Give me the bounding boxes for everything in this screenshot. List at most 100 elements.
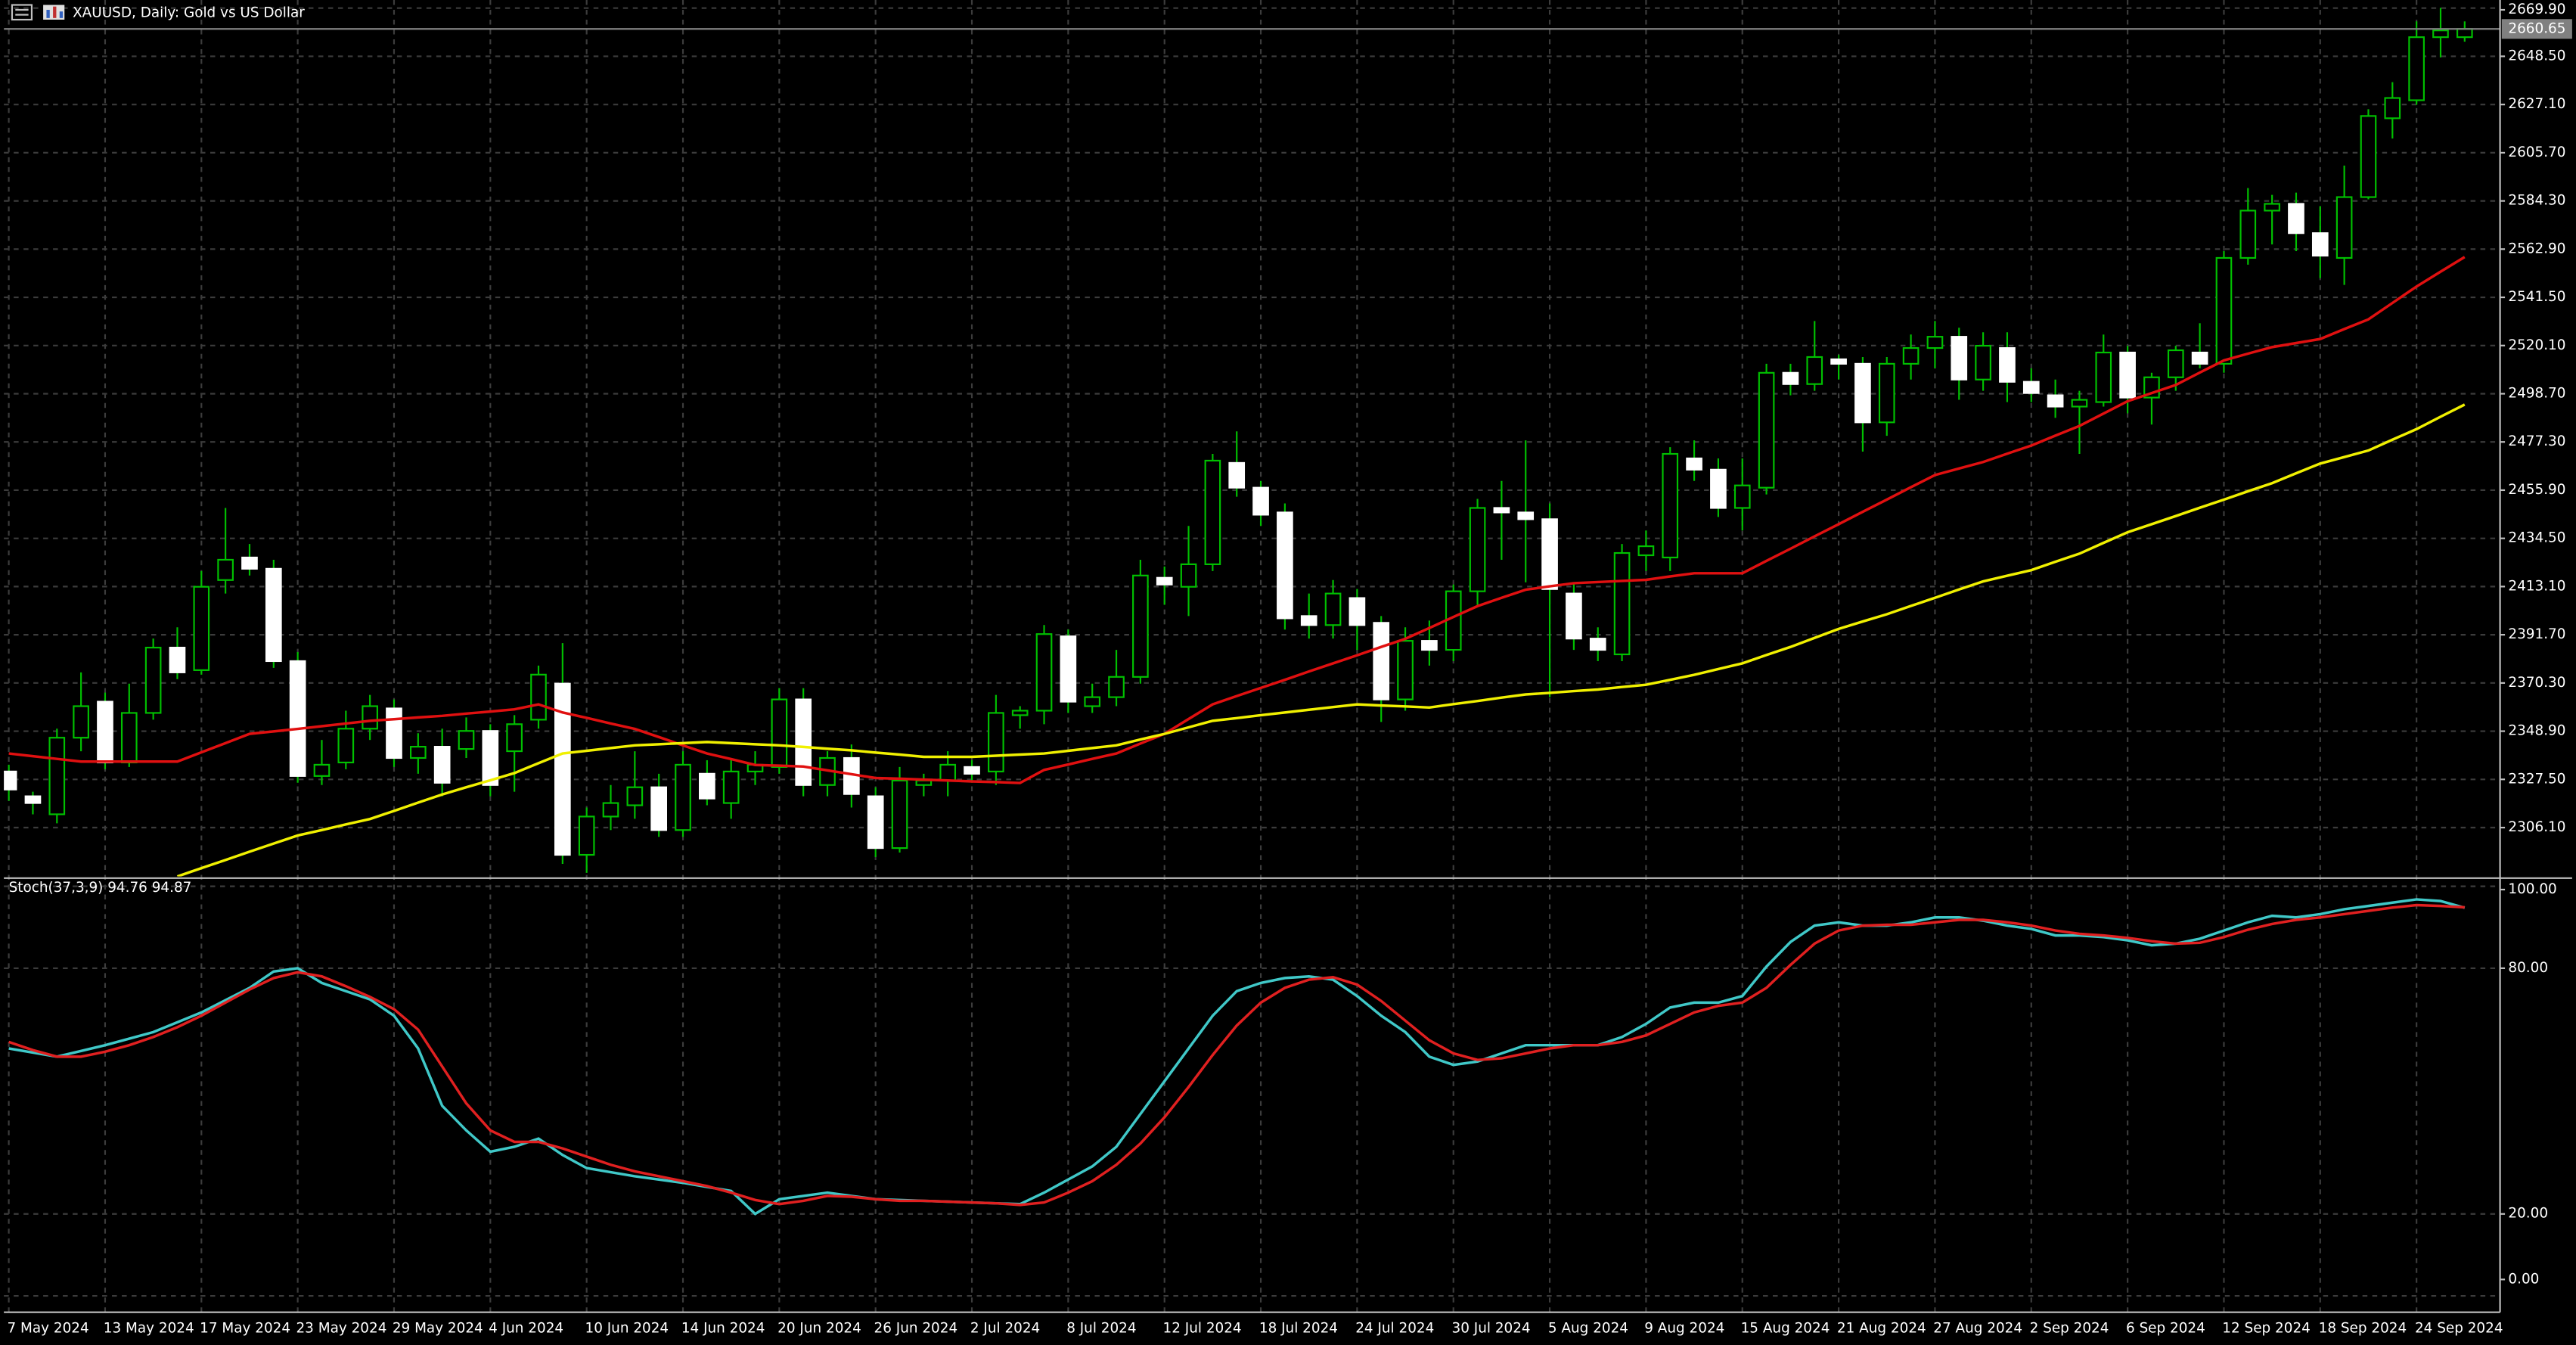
chart-title: XAUUSD, Daily: Gold vs US Dollar [73,5,305,20]
x-tick-label: 6 Sep 2024 [2126,1320,2205,1336]
icon-menu[interactable] [11,4,33,21]
y-tick-label: 2584.30 [2508,193,2565,209]
candle-body [1084,696,1101,707]
y-tick-label: 2520.10 [2508,337,2565,353]
candle-body [1637,545,1655,557]
candle-body [1999,346,2016,383]
candle-body [771,698,788,768]
candle-body [2191,351,2208,365]
candle-body [2311,232,2329,257]
candle-body [2335,196,2353,259]
y-tick-label: 0.00 [2508,1271,2539,1287]
candle-body [433,746,451,784]
y-tick-label: 2348.90 [2508,723,2565,739]
candle-body [362,705,378,730]
candle-body [48,737,66,815]
candle-body [699,772,715,800]
y-tick-label: 2541.50 [2508,289,2565,305]
icon-bar [46,9,50,18]
candle-body [675,763,691,831]
candle-body [2360,115,2377,198]
candle-body [795,698,812,786]
candle-body [1132,574,1149,678]
candle-body [24,795,42,804]
candle-body [1204,459,1221,565]
candle-body [2408,36,2425,101]
candle-body [1180,563,1197,588]
y-tick-label: 80.00 [2508,960,2548,976]
candle-body [964,766,980,775]
x-tick-label: 18 Sep 2024 [2319,1320,2407,1336]
candle-body [1277,511,1293,620]
price-panel [4,8,2500,877]
x-tick-label: 24 Jul 2024 [1355,1320,1434,1336]
candle-body [1733,484,1751,509]
candle-body [2119,351,2136,399]
x-tick-label: 29 May 2024 [393,1320,483,1336]
candle-body [1758,371,1775,489]
candle-body [217,558,234,581]
candle-body [2239,210,2257,259]
candle-body [2264,203,2280,212]
candle-body [722,770,740,804]
candle-body [626,786,644,806]
x-tick-label: 4 Jun 2024 [489,1320,563,1336]
candle-body [1951,336,1968,381]
icon-bar [53,6,57,18]
candle-body [891,779,908,850]
candle-body [867,795,884,850]
candle-body [2456,28,2473,39]
candle-body [482,730,499,786]
x-tick-label: 24 Sep 2024 [2415,1320,2503,1336]
candle-body [4,770,17,791]
grid [4,0,2500,1312]
y-tick-label: 2306.10 [2508,819,2565,835]
candle-body [1517,511,1535,520]
candle-body [2167,349,2184,378]
candle-body [1589,638,1606,651]
y-tick-label: 2627.10 [2508,96,2565,112]
candle-body [1878,362,1895,424]
icon-bar [59,11,64,18]
y-tick-label: 2605.70 [2508,144,2565,160]
candle-body [1300,615,1317,626]
candle-body [1830,358,1847,365]
candle-body [650,786,668,831]
candle-body [1613,551,1631,656]
x-tick-label: 8 Jul 2024 [1066,1320,1136,1336]
y-tick-label: 2562.90 [2508,241,2565,256]
current-price-label: 2660.65 [2508,20,2565,36]
candle-body [313,763,331,777]
indicator-line [8,903,2465,1207]
candle-body [289,660,306,777]
y-tick-label: 2477.30 [2508,433,2565,449]
candle-body [1686,457,1702,471]
candle-body [1975,344,1991,381]
candle-body [144,647,162,714]
candle-body [1926,336,1944,349]
x-tick-label: 23 May 2024 [296,1320,386,1336]
candle-body [1662,452,1679,559]
y-tick-label: 2669.90 [2508,2,2565,17]
candle-body [1324,592,1342,626]
current-price-box [2501,19,2572,39]
y-tick-label: 2413.10 [2508,578,2565,594]
candle-body [1156,576,1173,586]
candle-body [241,556,258,570]
candle-body [337,728,355,764]
indicator-line [8,898,2466,1216]
candle-body [458,730,475,750]
candle-body [1108,676,1125,698]
indicator-line [8,256,2466,784]
y-tick-label: 2648.50 [2508,48,2565,64]
candle-body [506,723,523,753]
symbol-icons [11,4,65,21]
candle-body [1228,461,1246,489]
y-tick-label: 2434.50 [2508,530,2565,546]
candle-body [1806,356,1823,385]
candle-body [1011,710,1029,716]
candle-body [1060,635,1077,703]
candle-body [73,705,89,739]
